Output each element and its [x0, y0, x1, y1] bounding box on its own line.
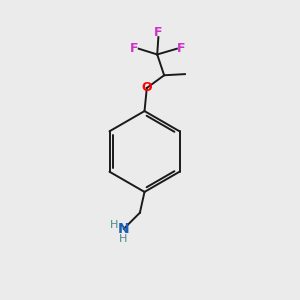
Text: F: F	[177, 42, 185, 55]
Text: F: F	[154, 26, 163, 40]
Text: N: N	[118, 222, 130, 236]
Text: O: O	[142, 82, 152, 94]
Text: F: F	[130, 42, 139, 55]
Text: H: H	[118, 234, 127, 244]
Text: H: H	[110, 220, 118, 230]
